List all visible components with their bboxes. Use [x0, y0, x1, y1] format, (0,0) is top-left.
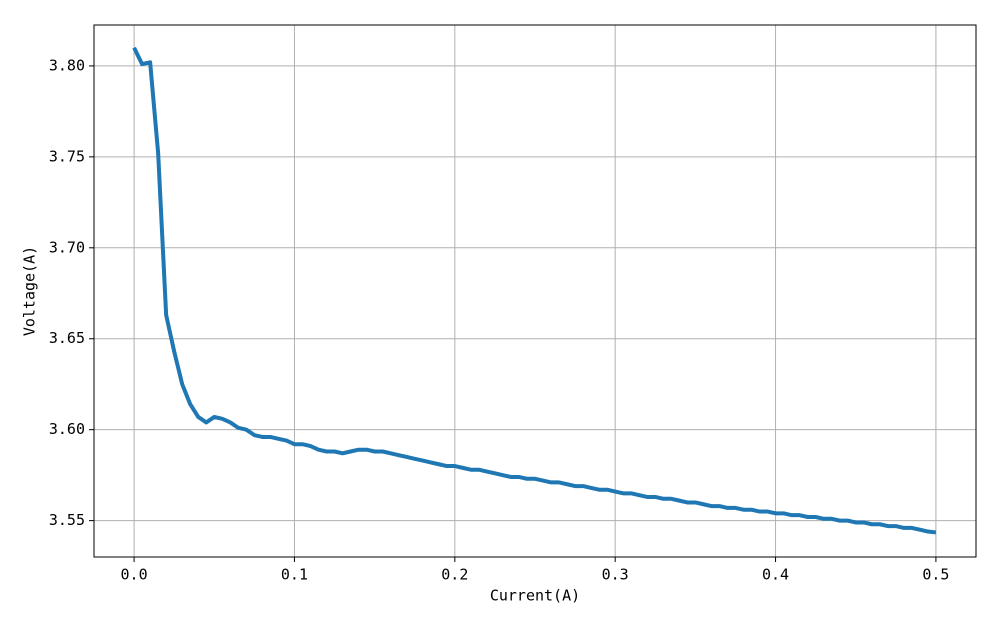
- x-tick-label: 0.5: [922, 566, 949, 584]
- y-tick-label: 3.60: [49, 420, 85, 438]
- data-line: [132, 46, 937, 535]
- y-tick-label: 3.65: [49, 329, 85, 347]
- x-tick-label: 0.1: [281, 566, 308, 584]
- x-tick-label: 0.2: [441, 566, 468, 584]
- y-tick-label: 3.55: [49, 511, 85, 529]
- y-axis-label: Voltage(A): [21, 246, 39, 336]
- x-axis-label: Current(A): [490, 587, 580, 605]
- plot-frame: [93, 24, 977, 558]
- y-tick-label: 3.80: [49, 56, 85, 74]
- x-tick-label: 0.3: [602, 566, 629, 584]
- y-tick-label: 3.70: [49, 238, 85, 256]
- y-tick-label: 3.75: [49, 147, 85, 165]
- x-tick-label: 0.0: [121, 566, 148, 584]
- x-tick-label: 0.4: [762, 566, 789, 584]
